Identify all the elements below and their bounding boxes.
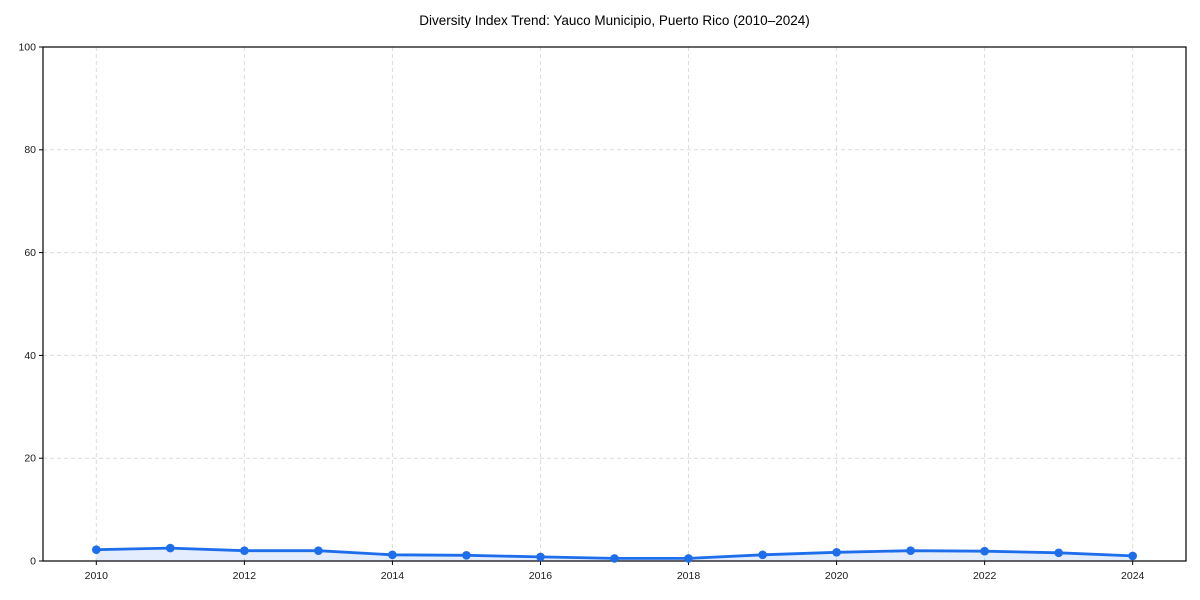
x-tick-label: 2024	[1121, 570, 1145, 582]
x-tick-label: 2018	[677, 570, 701, 582]
y-tick-label: 0	[30, 555, 36, 567]
data-point	[92, 545, 101, 554]
y-tick-label: 40	[24, 350, 36, 362]
x-tick-label: 2022	[973, 570, 997, 582]
data-point	[684, 554, 693, 563]
x-tick-label: 2012	[233, 570, 257, 582]
data-point	[1054, 548, 1063, 558]
data-point	[980, 546, 989, 556]
x-tick-label: 2010	[85, 570, 109, 582]
data-point	[906, 546, 915, 555]
chart-title: Diversity Index Trend: Yauco Municipio, …	[419, 13, 810, 28]
plot-border	[42, 46, 1187, 562]
data-point	[832, 548, 841, 557]
area-fill	[96, 548, 1133, 561]
data-point	[388, 550, 397, 560]
y-tick-label: 80	[24, 144, 36, 156]
data-point	[462, 551, 471, 560]
data-point	[536, 552, 545, 562]
y-tick-label: 100	[18, 41, 36, 53]
y-tick-label: 60	[24, 247, 36, 259]
x-tick-label: 2020	[825, 570, 849, 582]
data-point	[610, 554, 619, 563]
data-point	[314, 546, 323, 555]
x-tick-label: 2016	[529, 570, 553, 582]
y-tick-label: 20	[24, 453, 36, 465]
data-point	[166, 543, 175, 553]
data-point	[240, 546, 249, 555]
data-point	[758, 550, 767, 560]
x-tick-label: 2014	[381, 570, 405, 582]
data-point	[1128, 551, 1137, 561]
